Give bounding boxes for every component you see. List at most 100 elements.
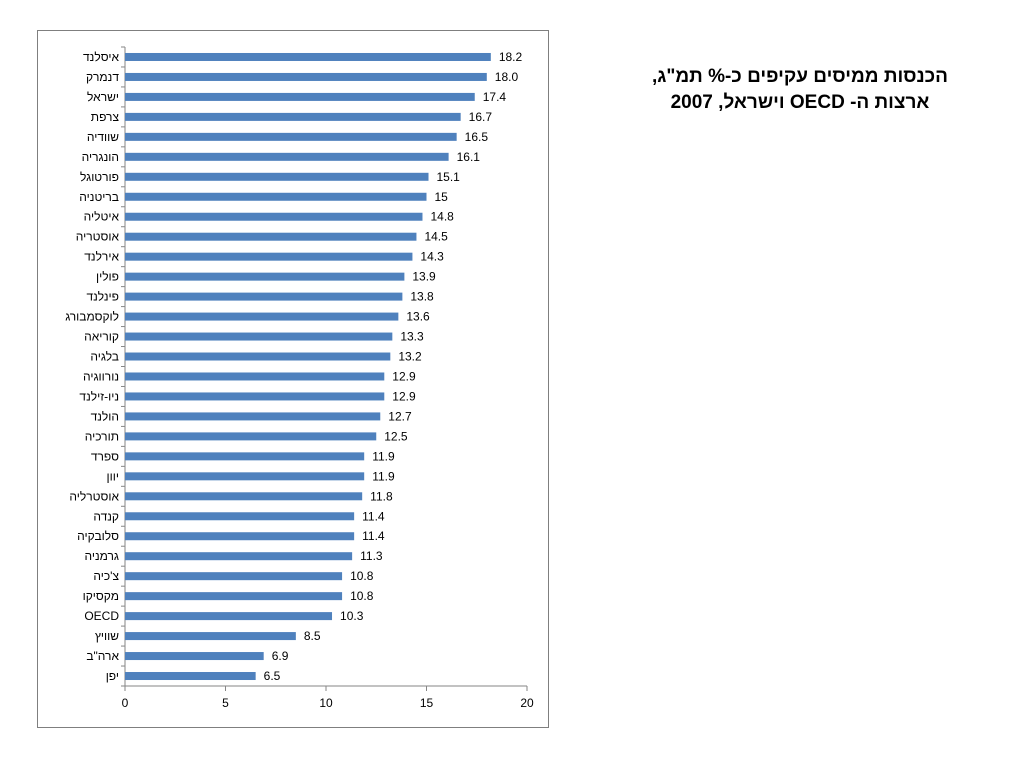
bar <box>125 452 365 461</box>
bar <box>125 652 264 661</box>
value-label: 13.3 <box>400 330 424 344</box>
category-label: אוסטרליה <box>69 489 119 503</box>
category-label: איטליה <box>84 210 120 224</box>
value-label: 12.5 <box>384 429 408 443</box>
category-label: ניו-זילנד <box>79 389 119 403</box>
value-label: 16.7 <box>469 110 493 124</box>
x-tick-label: 15 <box>420 696 434 710</box>
value-label: 11.9 <box>372 449 395 463</box>
value-label: 16.5 <box>465 130 489 144</box>
category-label: הונגריה <box>82 150 119 164</box>
bar <box>125 272 405 281</box>
bar <box>125 352 391 361</box>
value-label: 13.2 <box>398 350 422 364</box>
bar-chart: 0 5 10 15 20 איסלנד 18.2 דנמרק 18.0 ישראל 17.4 צרפת… <box>65 46 534 710</box>
value-label: 13.9 <box>412 270 436 284</box>
category-label: תורכיה <box>85 429 119 443</box>
slide-title: הכנסות ממיסים עקיפים כ-% תמ"ג, ארצות ה- … <box>600 64 1000 116</box>
bar <box>125 492 363 501</box>
value-label: 13.8 <box>410 290 434 304</box>
bar <box>125 632 296 641</box>
category-label: ישראל <box>87 90 119 104</box>
category-label: ארה"ב <box>86 649 119 663</box>
value-label: 12.7 <box>388 409 412 423</box>
bar <box>125 532 355 541</box>
bar <box>125 472 365 481</box>
category-label: פינלנד <box>86 290 119 304</box>
value-label: 6.9 <box>272 649 289 663</box>
bar <box>125 612 333 621</box>
bar <box>125 252 413 261</box>
category-label: OECD <box>84 609 119 623</box>
value-label: 13.6 <box>406 310 430 324</box>
bar <box>125 332 393 341</box>
category-label: שוויץ <box>95 629 119 643</box>
value-label: 14.3 <box>420 250 444 264</box>
value-label: 12.9 <box>392 369 416 383</box>
value-label: 11.3 <box>360 549 383 563</box>
category-label: דנמרק <box>86 70 119 84</box>
bar <box>125 512 355 521</box>
category-label: קוריאה <box>84 330 119 344</box>
category-label: צ'כיה <box>93 569 119 583</box>
category-label: יוון <box>107 469 119 483</box>
category-label: בלגיה <box>90 350 119 364</box>
bar <box>125 92 475 101</box>
bar <box>125 152 449 161</box>
bar <box>125 112 461 121</box>
value-label: 10.8 <box>350 569 374 583</box>
category-label: גרמניה <box>84 549 119 563</box>
chart-frame: 0 5 10 15 20 איסלנד 18.2 דנמרק 18.0 ישראל 17.4 צרפת… <box>37 30 549 728</box>
bar <box>125 552 353 561</box>
value-label: 17.4 <box>483 90 507 104</box>
category-label: פולין <box>96 270 119 284</box>
bar <box>125 132 457 141</box>
value-label: 11.4 <box>362 529 385 543</box>
value-label: 15.1 <box>437 170 461 184</box>
category-label: יפן <box>106 669 119 683</box>
value-label: 15 <box>435 190 449 204</box>
value-label: 18.2 <box>499 50 523 64</box>
value-label: 6.5 <box>264 669 281 683</box>
bar <box>125 392 385 401</box>
category-label: שוודיה <box>87 130 119 144</box>
value-label: 11.4 <box>362 509 385 523</box>
bar <box>125 292 403 301</box>
value-label: 14.5 <box>424 230 448 244</box>
x-tick-label: 5 <box>222 696 229 710</box>
x-tick-label: 20 <box>520 696 534 710</box>
slide-title-line-1: הכנסות ממיסים עקיפים כ-% תמ"ג, <box>651 66 949 87</box>
value-label: 8.5 <box>304 629 321 643</box>
category-label: סלובקיה <box>77 529 119 543</box>
bar <box>125 172 429 181</box>
value-label: 18.0 <box>495 70 519 84</box>
value-label: 16.1 <box>457 150 481 164</box>
bar <box>125 72 487 81</box>
x-tick-label: 0 <box>122 696 129 710</box>
category-label: איסלנד <box>83 50 119 64</box>
category-label: מקסיקו <box>83 589 119 603</box>
category-label: נורווגיה <box>83 369 119 383</box>
bar <box>125 372 385 381</box>
bar <box>125 52 491 61</box>
category-label: פורטוגל <box>80 170 119 184</box>
value-label: 10.3 <box>340 609 364 623</box>
bar <box>125 192 427 201</box>
value-label: 11.9 <box>372 469 395 483</box>
category-label: הולנד <box>91 409 119 423</box>
category-label: אירלנד <box>84 250 119 264</box>
bar <box>125 232 417 241</box>
category-label: אוסטריה <box>76 230 120 244</box>
value-label: 10.8 <box>350 589 374 603</box>
bar <box>125 412 381 421</box>
value-label: 14.8 <box>430 210 454 224</box>
bar <box>125 432 377 441</box>
bar <box>125 312 399 321</box>
bar <box>125 672 256 681</box>
category-label: ספרד <box>91 449 119 463</box>
slide-title-line-2: ארצות ה- OECD וישראל, 2007 <box>670 92 930 113</box>
category-label: צרפת <box>91 110 120 124</box>
bar <box>125 212 423 221</box>
x-tick-label: 10 <box>319 696 333 710</box>
bar <box>125 592 343 601</box>
